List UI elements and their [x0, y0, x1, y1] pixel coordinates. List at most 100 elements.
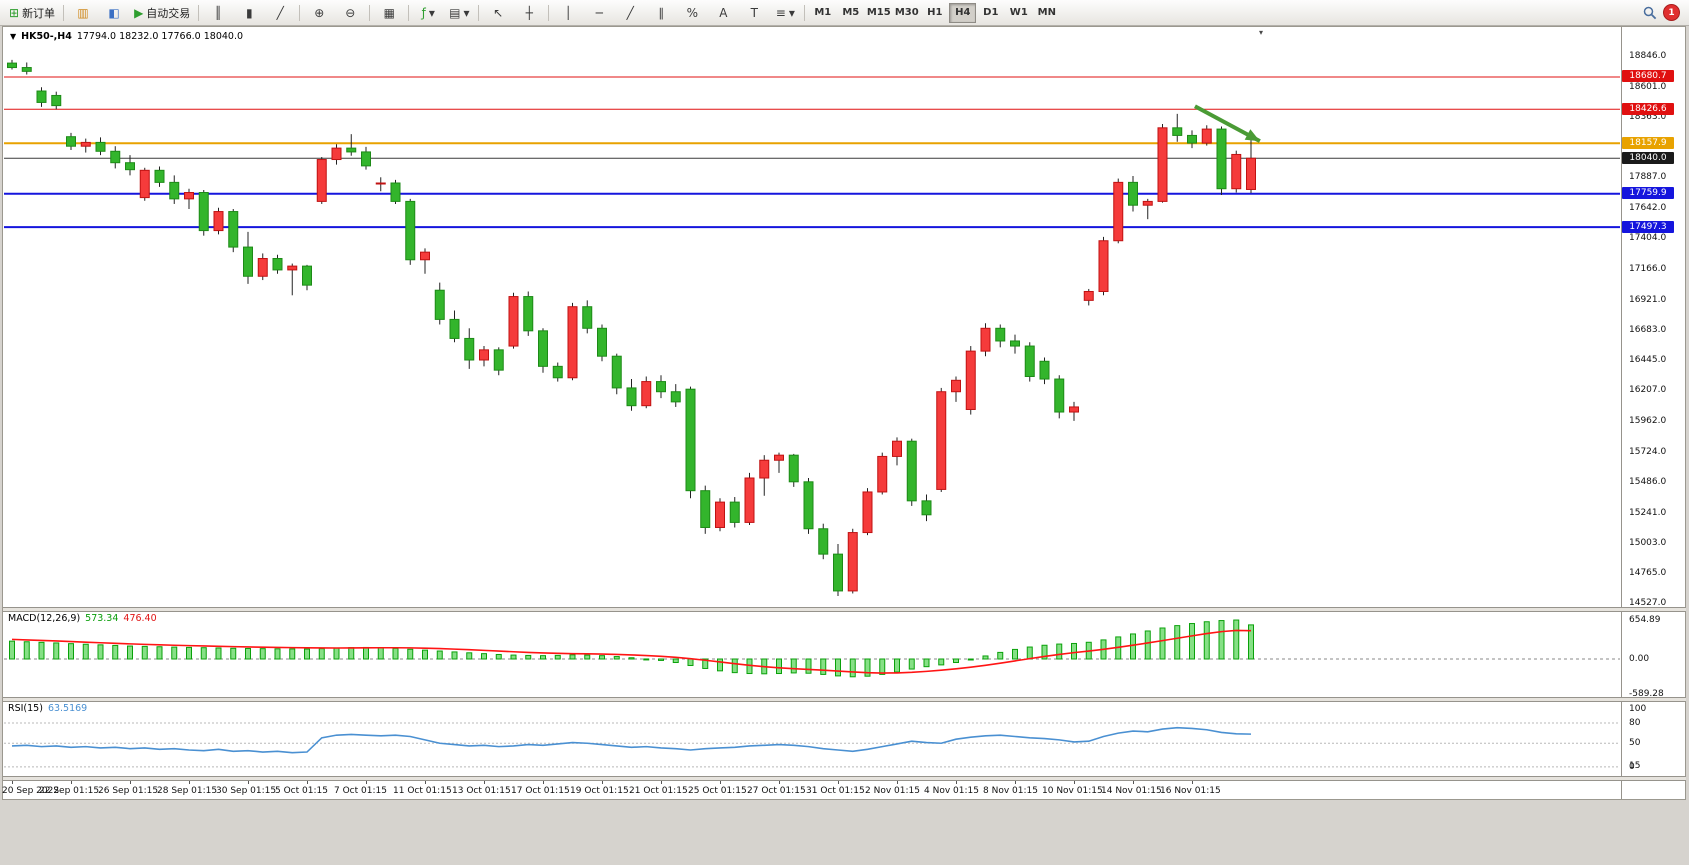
axis-tick-label: 14527.0	[1629, 598, 1667, 609]
market-watch-icon: ▥	[77, 5, 89, 20]
chart-shift-marker[interactable]: ▾	[1259, 28, 1264, 37]
axis-tick-label: -589.28	[1629, 688, 1664, 699]
time-axis-tick	[1133, 781, 1134, 784]
axis-tick-label: 17887.0	[1629, 172, 1667, 183]
axis-tick-label: 18601.0	[1629, 81, 1667, 92]
macd-panel-separator[interactable]	[3, 607, 1686, 612]
price-level-badge: 17759.9	[1622, 187, 1674, 200]
market-watch-button[interactable]: ▥	[68, 2, 98, 24]
new-order-label: 新订单	[22, 6, 56, 20]
macd-name: MACD(12,26,9)	[8, 613, 81, 624]
bar-chart-button[interactable]: ║	[203, 2, 233, 24]
timeframe-mn-button[interactable]: MN	[1037, 7, 1056, 18]
price-level-badge: 18680.7	[1622, 70, 1674, 83]
time-axis-label: 5 Oct 01:15	[275, 786, 328, 796]
time-axis-tick	[189, 781, 190, 784]
time-axis-tick	[1192, 781, 1193, 784]
timeframe-w1-button[interactable]: W1	[1009, 7, 1028, 18]
autotrading-button[interactable]: ▶ 自动交易	[130, 2, 194, 24]
time-axis-label: 11 Oct 01:15	[393, 786, 452, 796]
time-axis-tick	[956, 781, 957, 784]
time-axis-tick	[602, 781, 603, 784]
horizontal-line-button[interactable]: ─	[584, 2, 614, 24]
toolbar-separator	[804, 4, 806, 21]
timeframe-d1-button[interactable]: D1	[983, 7, 999, 18]
text-tool-icon: A	[719, 5, 728, 20]
text-tool-button[interactable]: A	[708, 2, 738, 24]
tile-windows-button[interactable]: ▦	[374, 2, 404, 24]
main-toolbar: ⊞ 新订单 ▥ ◧ ▶ 自动交易 ║ ▮ ╱ ⊕ ⊖	[0, 0, 1689, 26]
new-order-button[interactable]: ⊞ 新订单	[5, 2, 59, 24]
tile-windows-icon: ▦	[383, 5, 395, 20]
axis-tick-label: 16207.0	[1629, 385, 1667, 396]
time-axis-label: 2 Nov 01:15	[865, 786, 920, 796]
axis-tick-label: 16921.0	[1629, 294, 1667, 305]
time-axis-label: 13 Oct 01:15	[452, 786, 511, 796]
axis-tick-label: 17404.0	[1629, 233, 1667, 244]
price-level-badge: 18157.9	[1622, 136, 1674, 149]
collapse-chart-icon[interactable]: ▼	[10, 32, 17, 41]
vertical-line-icon: │	[564, 5, 572, 20]
time-axis-tick	[425, 781, 426, 784]
time-axis-label: 7 Oct 01:15	[334, 786, 387, 796]
crosshair-button[interactable]: ┼	[514, 2, 544, 24]
notification-badge[interactable]: 1	[1663, 4, 1680, 21]
toolbar-separator	[548, 4, 550, 21]
chart-canvas[interactable]	[3, 27, 1620, 777]
axis-tick-label: 17166.0	[1629, 263, 1667, 274]
timeframe-m5-button[interactable]: M5	[842, 7, 860, 18]
trendline-button[interactable]: ╱	[615, 2, 645, 24]
axis-tick-label: 15	[1629, 761, 1641, 772]
label-tool-button[interactable]: T	[739, 2, 769, 24]
time-axis-tick	[307, 781, 308, 784]
price-axis-border	[1621, 27, 1622, 799]
time-axis-label: 27 Oct 01:15	[747, 786, 806, 796]
chart-symbol-period: HK50-,H4	[21, 31, 72, 42]
price-level-badge: 18040.0	[1622, 151, 1674, 164]
horizontal-line-icon: ─	[595, 5, 603, 20]
autotrading-icon: ▶	[134, 5, 144, 20]
templates-icon: ▤	[449, 5, 461, 20]
axis-tick-label: 18363.0	[1629, 111, 1667, 122]
zoom-in-icon: ⊕	[314, 5, 325, 20]
templates-button[interactable]: ▤ ▾	[444, 2, 474, 24]
rsi-name: RSI(15)	[8, 703, 43, 714]
macd-main-value: 573.34	[85, 613, 119, 624]
channel-icon: ∥	[658, 5, 665, 20]
autotrading-label: 自动交易	[146, 6, 191, 20]
axis-tick-label: 17642.0	[1629, 203, 1667, 214]
fibonacci-icon: %	[686, 5, 698, 20]
cursor-button[interactable]: ↖	[483, 2, 513, 24]
zoom-out-icon: ⊖	[345, 5, 356, 20]
indicators-button[interactable]: ƒ ▾	[413, 2, 443, 24]
axis-tick-label: 80	[1629, 717, 1641, 728]
axis-tick-label: 16683.0	[1629, 324, 1667, 335]
search-icon[interactable]	[1643, 6, 1657, 20]
timeframe-m30-button[interactable]: M30	[894, 7, 919, 18]
time-axis[interactable]: 20 Sep 2022 22 Sep 01:15 26 Sep 01:15 28 Se…	[0, 781, 1620, 800]
timeframe-m15-button[interactable]: M15	[866, 7, 891, 18]
candlestick-chart-button[interactable]: ▮	[234, 2, 264, 24]
time-axis-label: 8 Nov 01:15	[983, 786, 1038, 796]
cursor-icon: ↖	[493, 5, 504, 20]
channel-button[interactable]: ∥	[646, 2, 676, 24]
timeframe-h4-button[interactable]: H4	[949, 2, 977, 23]
arrows-tool-button[interactable]: ≡ ▾	[770, 2, 800, 24]
timeframe-h1-button[interactable]: H1	[927, 7, 943, 18]
axis-tick-label: 15724.0	[1629, 446, 1667, 457]
zoom-in-button[interactable]: ⊕	[304, 2, 334, 24]
timeframe-m1-button[interactable]: M1	[814, 7, 832, 18]
rsi-panel-separator[interactable]	[3, 697, 1686, 702]
time-axis-tick	[543, 781, 544, 784]
trendline-icon: ╱	[626, 5, 634, 20]
vertical-line-button[interactable]: │	[553, 2, 583, 24]
zoom-out-button[interactable]: ⊖	[335, 2, 365, 24]
data-window-button[interactable]: ◧	[99, 2, 129, 24]
price-axis[interactable]: 18846.018601.018363.018123.017887.017642…	[1622, 0, 1689, 800]
fibonacci-button[interactable]: %	[677, 2, 707, 24]
rsi-value: 63.5169	[47, 703, 88, 714]
time-axis-tick	[779, 781, 780, 784]
time-axis-label: 22 Sep 01:15	[39, 786, 100, 796]
line-chart-button[interactable]: ╱	[265, 2, 295, 24]
